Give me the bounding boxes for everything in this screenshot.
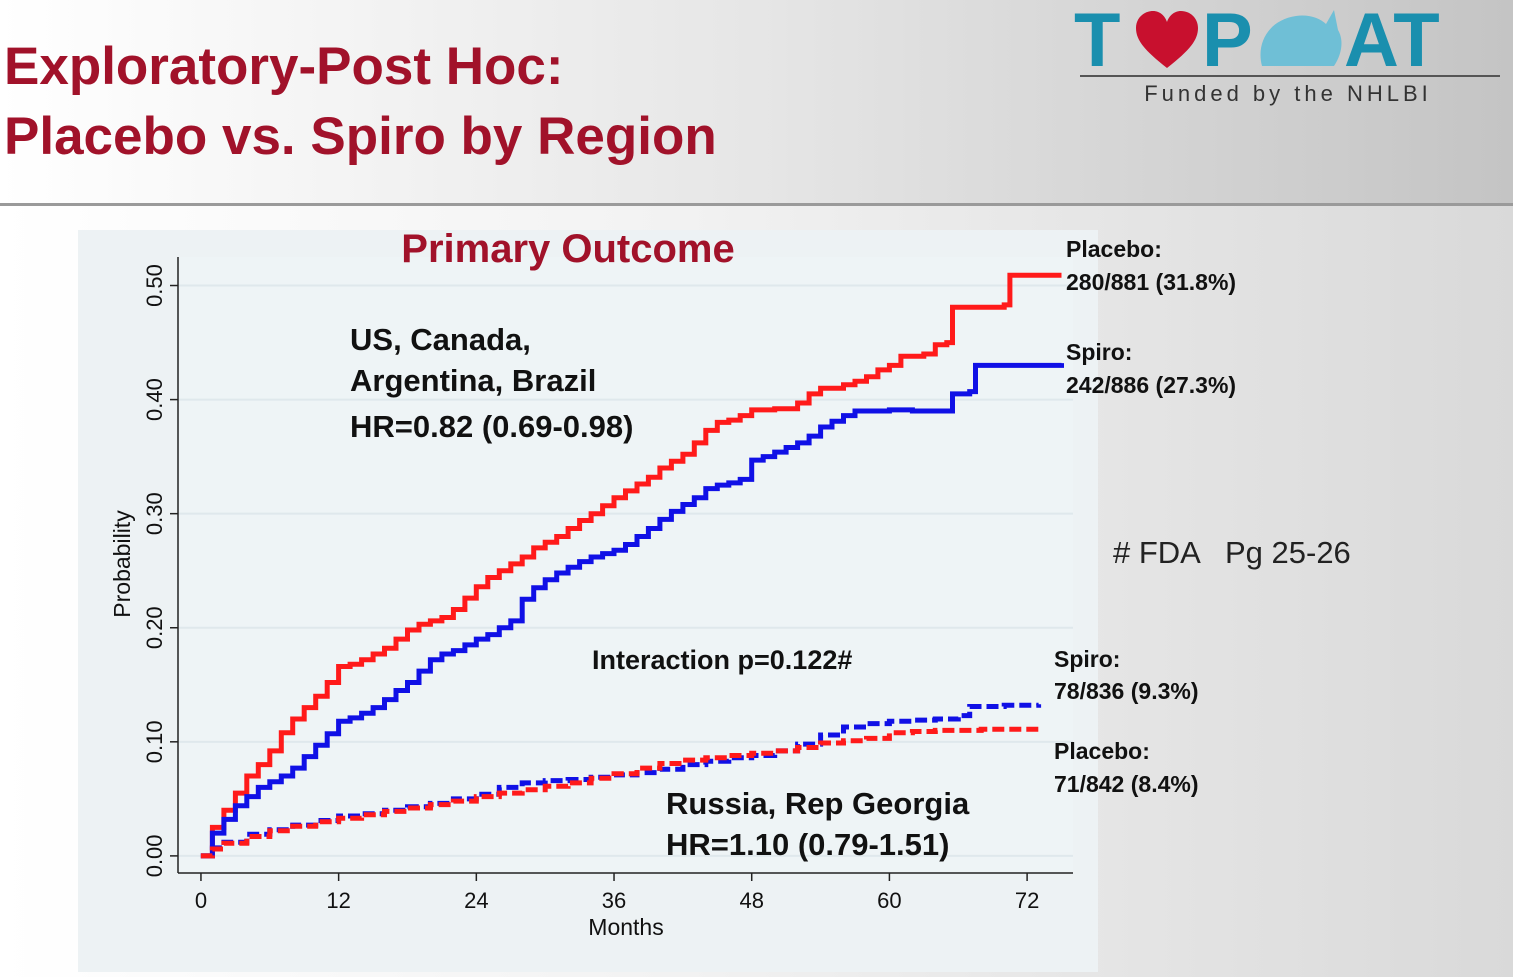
chart-title: Primary Outcome [401, 230, 734, 271]
x-tick-label: 72 [1015, 888, 1039, 913]
y-axis-label: Probability [109, 510, 135, 618]
series-placebo-americas [200, 272, 1062, 859]
x-tick-label: 12 [326, 888, 350, 913]
plot-area [178, 257, 1073, 873]
logo-tagline: Funded by the NHLBI [1144, 81, 1432, 106]
logo-letter-p: P [1202, 4, 1253, 83]
slide-title-line2: Placebo vs. Spiro by Region [4, 107, 717, 166]
fda-reference-note: # FDA Pg 25-26 [1113, 535, 1351, 570]
topcat-logo: T P AT Funded by the NHLBI [1074, 4, 1500, 106]
heart-icon [1136, 11, 1198, 68]
annotation-interaction: Interaction p=0.122# [592, 645, 852, 675]
slide-title-line1: Exploratory-Post Hoc: [4, 37, 564, 96]
annotation-americas-region-2: Argentina, Brazil [350, 363, 596, 398]
axes: 0.00 0.10 0.20 0.30 0.40 0.50 0 12 24 36 48 60 72 [142, 257, 1073, 913]
annotation-russia-hr: HR=1.10 (0.79-1.51) [666, 827, 949, 862]
chart-panel: 0.00 0.10 0.20 0.30 0.40 0.50 0 12 24 36 48 60 72 Pr… [78, 230, 1098, 972]
series-placebo-russia-georgia [200, 726, 1039, 859]
annotation-americas-hr: HR=0.82 (0.69-0.98) [350, 409, 633, 444]
y-tick-label: 0.10 [142, 720, 167, 763]
x-tick-label: 0 [195, 888, 207, 913]
x-tick-label: 36 [602, 888, 626, 913]
x-tick-label: 60 [877, 888, 901, 913]
slide-header: Exploratory-Post Hoc: Placebo vs. Spiro … [0, 0, 1513, 206]
km-chart: 0.00 0.10 0.20 0.30 0.40 0.50 0 12 24 36 48 60 72 Pr… [109, 230, 1073, 940]
cat-icon [1260, 10, 1342, 66]
y-tick-label: 0.40 [142, 378, 167, 421]
series-lines [200, 272, 1064, 859]
y-tick-label: 0.30 [142, 492, 167, 535]
y-tick-label: 0.20 [142, 606, 167, 649]
y-tick-label: 0.50 [142, 264, 167, 307]
annotation-americas-region-1: US, Canada, [350, 322, 531, 357]
y-tick-label: 0.00 [142, 834, 167, 877]
logo-letter-t: T [1074, 4, 1120, 83]
series-spiro-americas [200, 362, 1064, 859]
x-axis-label: Months [588, 914, 663, 940]
annotation-russia-region: Russia, Rep Georgia [666, 786, 970, 821]
x-tick-label: 48 [739, 888, 763, 913]
x-tick-label: 24 [464, 888, 488, 913]
logo-letters-at: AT [1344, 4, 1440, 83]
